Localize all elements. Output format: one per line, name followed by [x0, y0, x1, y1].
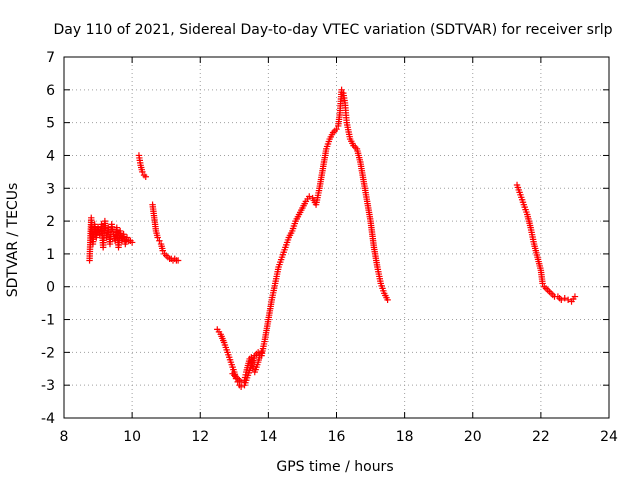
x-tick-label: 24 — [600, 429, 618, 445]
data-point — [564, 296, 572, 304]
x-tick-label: 18 — [396, 429, 414, 445]
y-tick-label: 6 — [46, 83, 55, 99]
data-point — [237, 378, 245, 386]
data-point — [123, 234, 131, 241]
data-point — [561, 295, 568, 302]
y-tick-label: 5 — [46, 116, 55, 132]
y-tick-label: 1 — [46, 247, 55, 263]
data-point — [154, 234, 161, 241]
y-tick-label: -1 — [41, 313, 55, 329]
x-tick-label: 22 — [532, 429, 550, 445]
y-tick-label: -2 — [41, 345, 55, 361]
data-point — [174, 257, 182, 264]
y-tick-label: 7 — [46, 50, 55, 66]
data-points — [86, 86, 579, 391]
x-tick-label: 16 — [328, 429, 346, 445]
grid — [64, 57, 609, 418]
data-point — [156, 237, 163, 244]
data-point — [128, 239, 136, 246]
x-tick-label: 14 — [259, 429, 277, 445]
y-tick-label: 3 — [46, 181, 55, 197]
data-point — [333, 126, 340, 133]
x-tick-labels: 8 10 12 14 16 18 20 22 24 — [60, 429, 618, 445]
y-tick-label: 4 — [46, 148, 55, 164]
y-tick-labels: -4 -3 -2 -1 0 1 2 3 4 5 6 7 — [41, 50, 55, 427]
x-tick-label: 12 — [191, 429, 209, 445]
y-tick-label: 2 — [46, 214, 55, 230]
data-point — [571, 293, 579, 300]
data-point — [384, 296, 391, 304]
data-point — [558, 296, 565, 304]
x-tick-label: 8 — [60, 429, 69, 445]
chart-title: Day 110 of 2021, Sidereal Day-to-day VTE… — [53, 22, 612, 38]
y-tick-label: -4 — [41, 411, 55, 427]
x-tick-label: 20 — [464, 429, 482, 445]
x-axis-label: GPS time / hours — [276, 459, 393, 475]
data-point — [139, 168, 146, 176]
data-point — [159, 247, 166, 254]
y-tick-label: 0 — [46, 280, 55, 296]
data-point — [306, 193, 313, 200]
data-point — [539, 280, 546, 287]
data-point — [258, 349, 265, 356]
data-point — [142, 173, 149, 180]
y-axis-label: SDTVAR / TECUs — [5, 183, 21, 298]
y-tick-label: -3 — [41, 378, 55, 394]
axis-ticks — [63, 56, 610, 419]
x-tick-label: 10 — [123, 429, 141, 445]
data-point — [256, 352, 264, 359]
data-point — [338, 86, 345, 94]
